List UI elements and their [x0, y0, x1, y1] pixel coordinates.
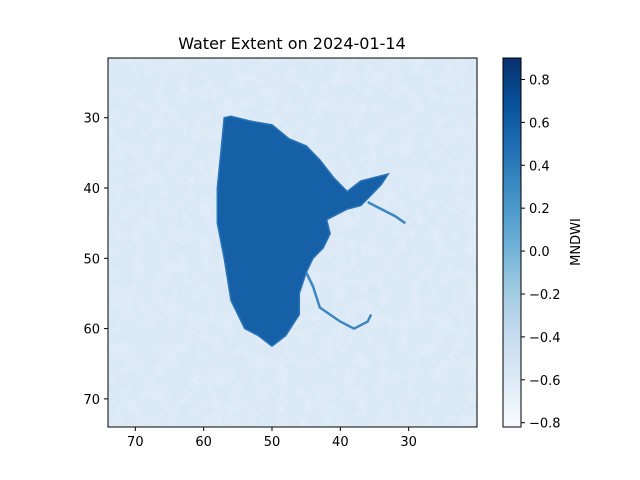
colorbar-tick-label: 0.8 — [529, 73, 550, 88]
x-tick-label: 70 — [127, 435, 144, 450]
x-tick-label: 40 — [332, 435, 349, 450]
x-axis: 70 60 50 40 30 — [127, 427, 417, 450]
colorbar-tick-label: 0.4 — [529, 159, 550, 174]
colorbar-tick-label: −0.6 — [529, 374, 561, 389]
plot-area — [108, 58, 477, 427]
colorbar-tick-label: 0.0 — [529, 245, 550, 260]
x-tick-label: 30 — [400, 435, 417, 450]
y-tick-label: 40 — [83, 182, 100, 197]
colorbar-tick-label: −0.8 — [529, 417, 561, 432]
y-tick-label: 70 — [83, 393, 100, 408]
colorbar: 0.8 0.6 0.4 0.2 0.0 −0.2 −0.4 −0.6 −0.8 MNDWI — [503, 58, 584, 432]
colorbar-tick-label: 0.6 — [529, 116, 550, 131]
x-tick-label: 50 — [264, 435, 281, 450]
chart-title: Water Extent on 2024-01-14 — [178, 34, 406, 53]
colorbar-label: MNDWI — [569, 218, 584, 266]
colorbar-gradient — [503, 58, 521, 427]
y-tick-label: 50 — [83, 252, 100, 267]
y-axis: 30 40 50 60 70 — [83, 112, 108, 408]
colorbar-tick-label: −0.4 — [529, 331, 561, 346]
y-tick-label: 60 — [83, 323, 100, 338]
y-tick-label: 30 — [83, 112, 100, 127]
colorbar-tick-label: −0.2 — [529, 288, 561, 303]
colorbar-tick-label: 0.2 — [529, 202, 550, 217]
x-tick-label: 60 — [195, 435, 212, 450]
